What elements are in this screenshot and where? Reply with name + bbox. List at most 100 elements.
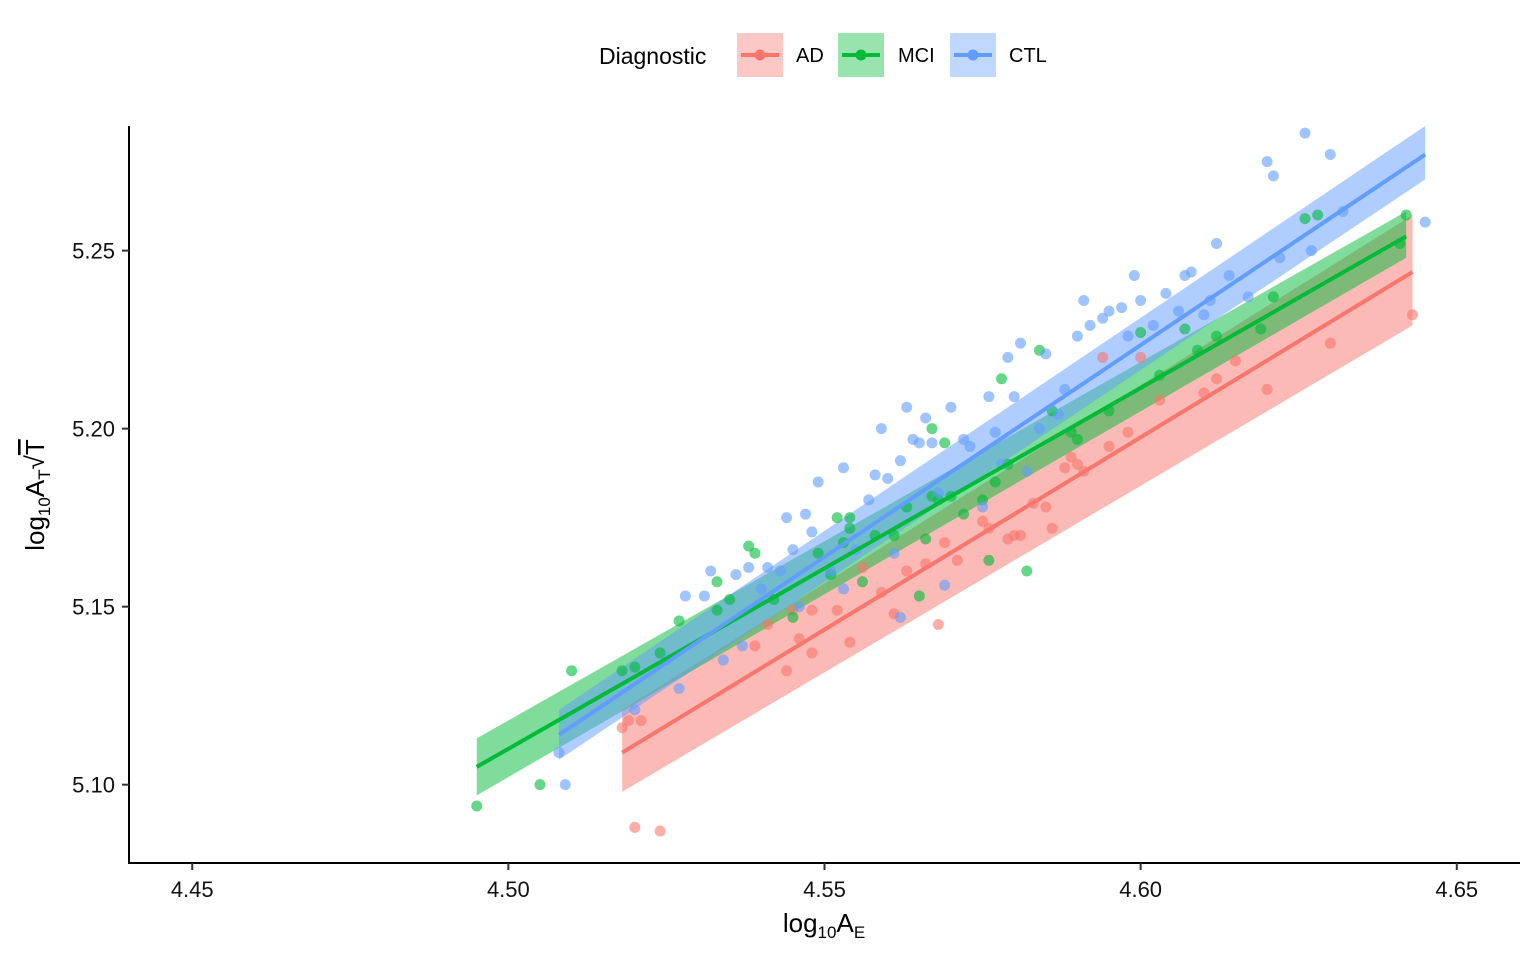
data-point-ctl — [1160, 287, 1172, 299]
x-tick-label: 4.50 — [487, 877, 530, 902]
data-point-mci — [1179, 323, 1191, 335]
data-point-mci — [654, 647, 666, 659]
legend-label-ad: AD — [796, 45, 824, 67]
data-point-mci — [1400, 209, 1412, 221]
data-point-ctl — [705, 565, 717, 577]
data-point-ctl — [1071, 330, 1083, 342]
data-point-ctl — [977, 501, 989, 513]
data-point-mci — [711, 604, 723, 616]
data-point-ctl — [1015, 337, 1027, 349]
data-point-mci — [724, 594, 736, 606]
x-axis-title: log10AE — [783, 908, 865, 942]
data-point-ctl — [1242, 291, 1254, 303]
data-point-ctl — [1198, 309, 1210, 321]
data-point-ctl — [888, 547, 900, 559]
data-point-mci — [926, 423, 938, 435]
data-point-mci — [1021, 565, 1033, 577]
data-point-mci — [711, 576, 723, 588]
data-point-ad — [1015, 529, 1027, 541]
data-point-ad — [1071, 458, 1083, 470]
data-point-ctl — [559, 779, 571, 791]
data-point-ad — [749, 640, 761, 652]
data-point-ad — [1097, 351, 1109, 363]
data-point-ad — [901, 565, 913, 577]
data-point-mci — [1299, 213, 1311, 225]
data-point-ad — [932, 618, 944, 630]
y-tick-label: 5.10 — [72, 773, 115, 798]
data-point-ctl — [1324, 148, 1336, 160]
data-point-ctl — [1033, 423, 1045, 435]
data-point-mci — [1255, 323, 1267, 335]
data-point-ad — [831, 604, 843, 616]
y-tick-label: 5.15 — [72, 595, 115, 620]
data-point-ctl — [958, 433, 970, 445]
data-point-ctl — [945, 401, 957, 413]
data-point-mci — [939, 437, 951, 449]
data-point-ad — [1324, 337, 1336, 349]
data-point-ad — [806, 647, 818, 659]
data-point-ctl — [673, 683, 685, 695]
data-point-mci — [471, 800, 483, 812]
data-point-ctl — [1135, 294, 1147, 306]
fit-line-ad — [621, 270, 1414, 755]
data-point-ad — [856, 561, 868, 573]
data-point-ad — [977, 515, 989, 527]
data-point-ctl — [1147, 319, 1159, 331]
data-point-ad — [1261, 383, 1273, 395]
data-point-mci — [983, 554, 995, 566]
data-point-ctl — [837, 462, 849, 474]
data-point-ad — [1065, 451, 1077, 463]
data-point-ctl — [964, 440, 976, 452]
data-point-mci — [844, 522, 856, 534]
data-point-ad — [1135, 351, 1147, 363]
data-point-ad — [1211, 373, 1223, 385]
data-point-ctl — [812, 476, 824, 488]
data-point-ad — [1059, 462, 1071, 474]
data-point-ctl — [1305, 245, 1317, 257]
data-point-ad — [762, 618, 774, 630]
fit-line-mci — [475, 234, 1408, 769]
legend-title: Diagnostic — [599, 43, 706, 69]
data-point-mci — [920, 533, 932, 545]
data-point-ctl — [894, 611, 906, 623]
data-point-ctl — [793, 601, 805, 613]
data-point-ad — [635, 715, 647, 727]
data-point-ad — [1229, 355, 1241, 367]
data-point-ctl — [806, 526, 818, 538]
data-point-ctl — [932, 487, 944, 499]
data-point-ctl — [1040, 348, 1052, 360]
y-tick-label: 5.25 — [72, 239, 115, 264]
data-point-mci — [856, 576, 868, 588]
data-point-ctl — [1128, 270, 1140, 282]
data-point-ad — [939, 537, 951, 549]
data-point-ad — [844, 636, 856, 648]
data-point-mci — [1135, 327, 1147, 339]
data-point-ctl — [1021, 465, 1033, 477]
data-point-ad — [951, 554, 963, 566]
legend-label-mci: MCI — [898, 45, 935, 67]
data-point-ctl — [1078, 294, 1090, 306]
legend: Diagnostic AD MCI CTL — [599, 33, 1047, 77]
data-point-ctl — [920, 412, 932, 424]
data-point-ctl — [1211, 237, 1223, 249]
data-point-ctl — [1116, 302, 1128, 314]
data-point-ad — [806, 604, 818, 616]
data-point-ad — [1040, 501, 1052, 513]
data-point-ctl — [1122, 330, 1134, 342]
data-point-ad — [654, 825, 666, 837]
data-point-ctl — [781, 512, 793, 524]
x-tick-label: 4.55 — [803, 877, 846, 902]
data-point-ctl — [755, 583, 767, 595]
legend-label-ctl: CTL — [1009, 45, 1047, 67]
legend-key-point-ctl — [967, 49, 979, 61]
data-point-ctl — [553, 747, 565, 759]
data-point-ctl — [1223, 270, 1235, 282]
data-point-ctl — [1173, 305, 1185, 317]
data-point-ctl — [800, 508, 812, 520]
data-point-mci — [673, 615, 685, 627]
data-point-ctl — [1103, 305, 1115, 317]
data-point-mci — [812, 547, 824, 559]
data-point-mci — [831, 512, 843, 524]
data-point-ad — [1103, 440, 1115, 452]
data-point-mci — [996, 373, 1008, 385]
